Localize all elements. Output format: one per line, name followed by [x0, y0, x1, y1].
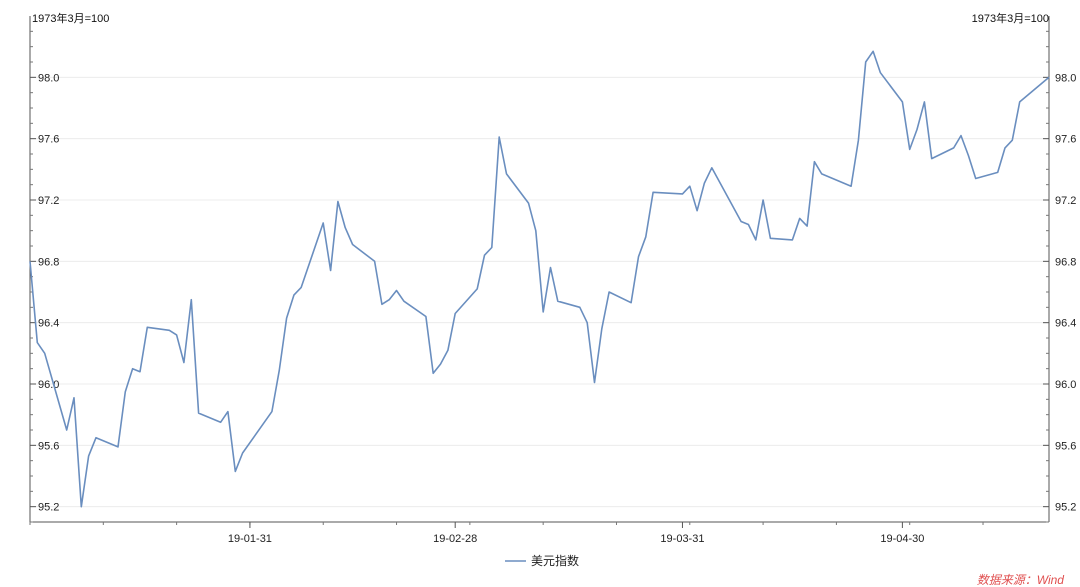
y-tick-label-right: 96.4 — [1055, 318, 1076, 330]
series-line-usd-index — [29, 50, 1050, 508]
x-tick-label: 19-02-28 — [433, 533, 477, 545]
y-tick-label-left: 98.0 — [38, 72, 59, 84]
x-tick-label: 19-04-30 — [880, 533, 924, 545]
gridlines — [30, 76, 1049, 508]
legend-label: 美元指数 — [531, 553, 579, 568]
y-tick-label-left: 96.4 — [38, 318, 59, 330]
y-tick-label-right: 97.2 — [1055, 195, 1076, 207]
y-tick-label-left: 97.6 — [38, 134, 59, 146]
y-tick-label-left: 95.2 — [38, 502, 59, 514]
y-tick-label-left: 97.2 — [38, 195, 59, 207]
y-tick-label-left: 96.8 — [38, 256, 59, 268]
right-axis-unit-label: 1973年3月=100 — [972, 11, 1049, 25]
y-tick-label-right: 95.6 — [1055, 440, 1076, 452]
source-note: 数据来源：Wind — [977, 573, 1065, 587]
series-layer — [29, 50, 1050, 508]
axis-ticks: 95.2 95.2 95.6 95.6 96.0 96.0 96.4 96.4 96.8 96.8… — [29, 30, 1076, 545]
y-tick-label-right: 96.0 — [1055, 379, 1076, 391]
y-tick-label-right: 95.2 — [1055, 502, 1076, 514]
legend: 美元指数 — [505, 553, 579, 568]
y-tick-label-left: 95.6 — [38, 440, 59, 452]
x-tick-label: 19-01-31 — [228, 533, 272, 545]
y-tick-label-right: 98.0 — [1055, 72, 1076, 84]
y-tick-label-right: 97.6 — [1055, 134, 1076, 146]
y-tick-label-right: 96.8 — [1055, 256, 1076, 268]
y-tick-label-left: 96.0 — [38, 379, 59, 391]
x-tick-label: 19-03-31 — [660, 533, 704, 545]
left-axis-unit-label: 1973年3月=100 — [32, 11, 109, 25]
